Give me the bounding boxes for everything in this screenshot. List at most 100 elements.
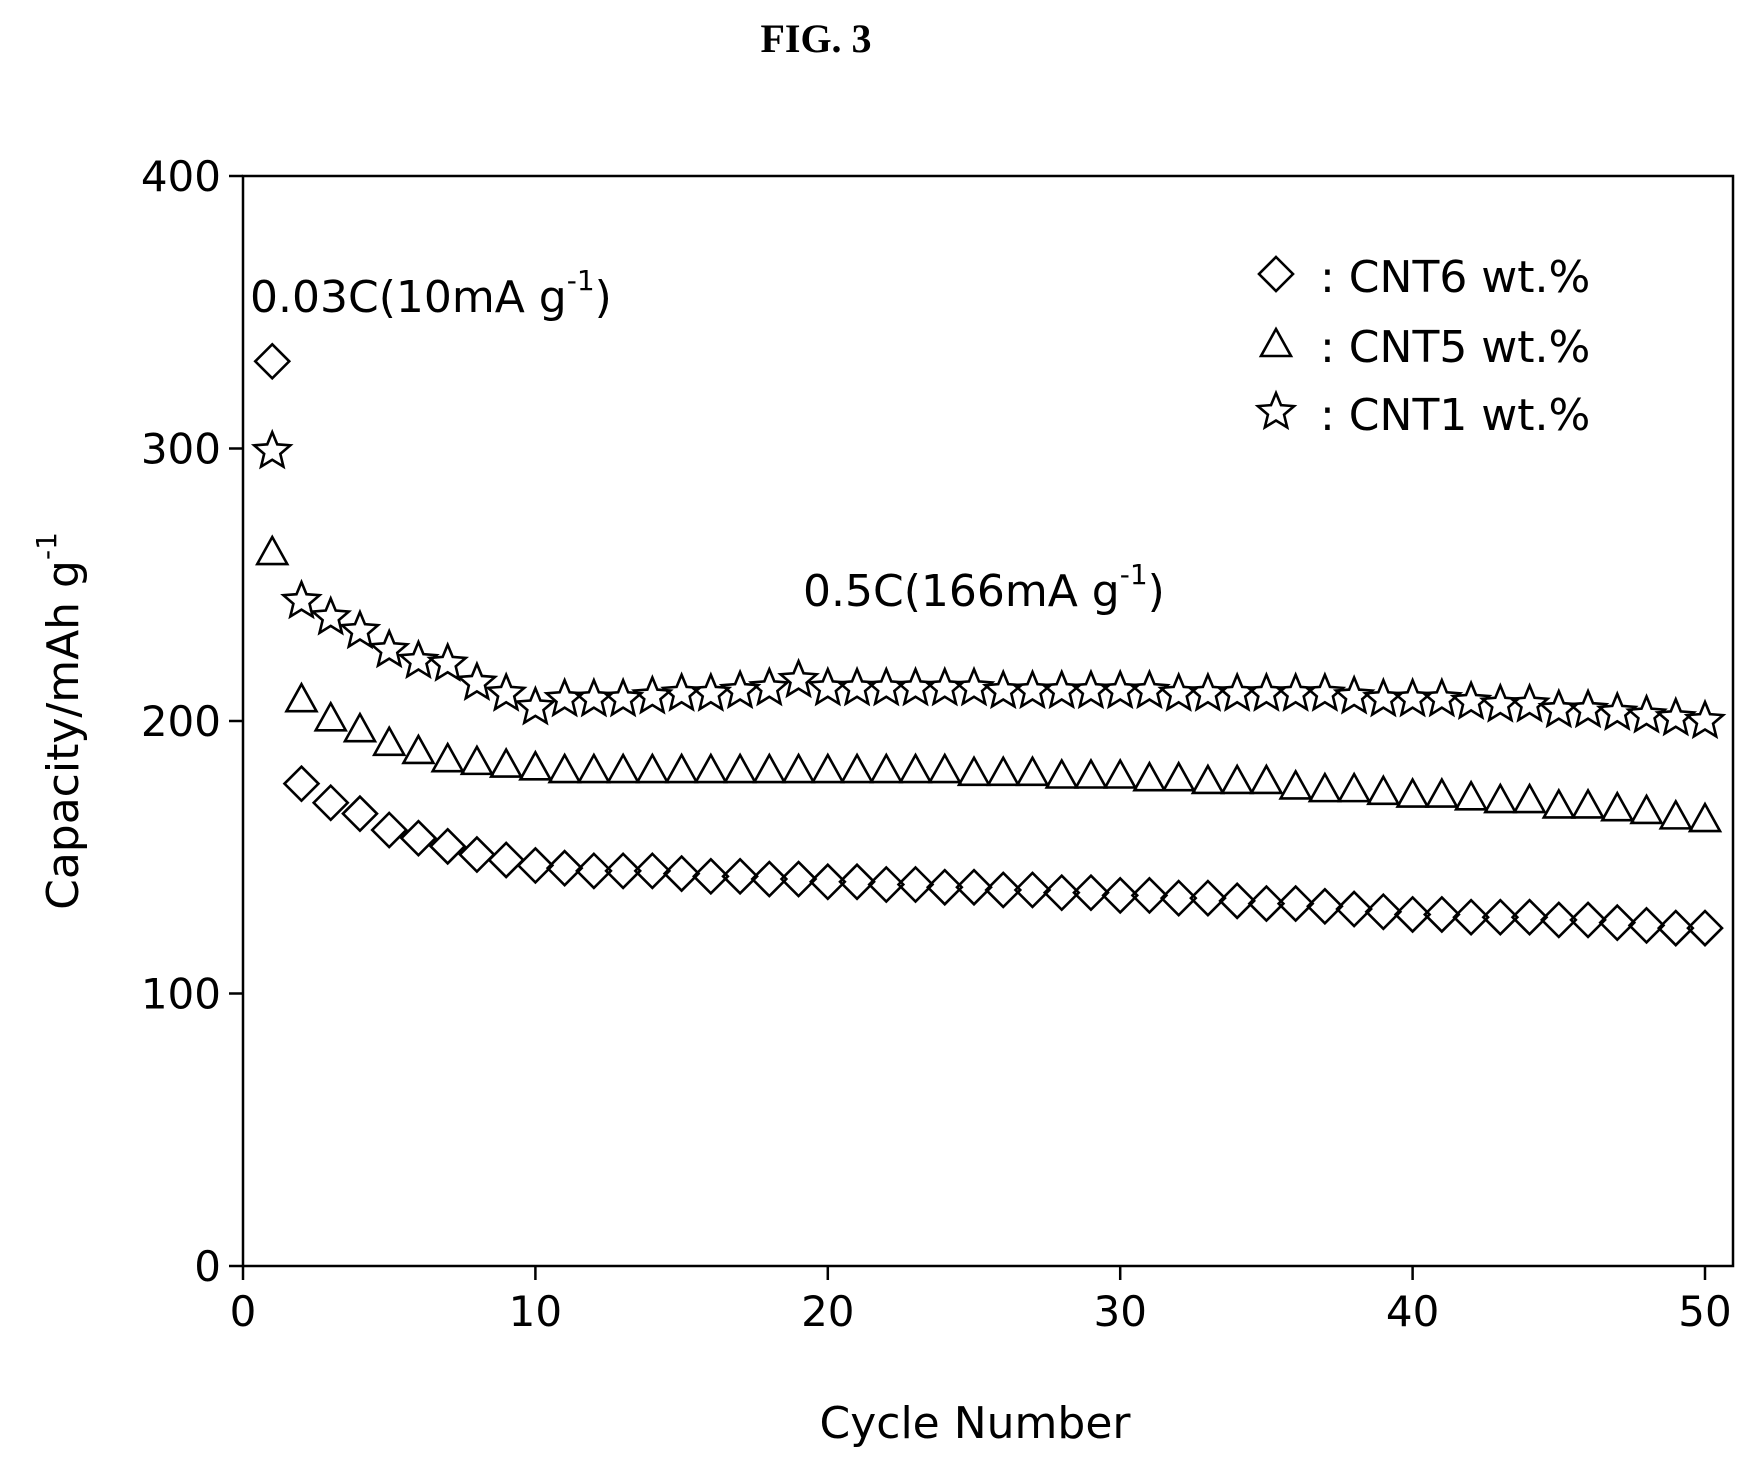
data-point-star (1449, 679, 1493, 721)
legend: : CNT6 wt.% : CNT5 wt.% : CNT1 wt.% (1254, 252, 1590, 441)
svg-text:Capacity/mAh g-1: Capacity/mAh g-1 (30, 532, 89, 910)
data-point-triangle (1249, 763, 1284, 795)
data-point-star (455, 660, 499, 701)
data-point-diamond (604, 852, 642, 890)
data-point-triangle (1629, 793, 1664, 825)
data-point-star (689, 671, 733, 712)
data-point-star (1595, 690, 1639, 731)
data-point-star (426, 641, 469, 682)
data-point-star (1157, 671, 1200, 712)
data-point-triangle (547, 752, 582, 784)
data-point-diamond (458, 835, 496, 874)
y-tick-label: 300 (141, 425, 221, 474)
data-point-star (1274, 671, 1317, 712)
data-point-diamond (1042, 873, 1081, 912)
data-point-diamond (1393, 895, 1432, 934)
data-point-triangle (693, 752, 729, 784)
data-point-star (718, 668, 762, 710)
data-point-triangle (284, 681, 319, 713)
data-point-star (894, 665, 937, 707)
legend-star-icon (1254, 389, 1298, 431)
data-point-star (1654, 695, 1698, 737)
data-point-triangle (1512, 782, 1547, 814)
data-point-diamond (1218, 882, 1256, 920)
data-point-star (748, 665, 791, 707)
data-point-triangle (1366, 774, 1401, 806)
annotations: 0.03C(10mA g-1) 0.5C(166mA g-1) (250, 264, 1165, 617)
data-point-triangle (635, 752, 670, 784)
series-diamond (253, 342, 1724, 947)
data-point-star (1303, 671, 1347, 712)
data-point-diamond (399, 819, 438, 858)
y-axis-label: Capacity/mAh g (38, 560, 89, 910)
legend-marker-star (1254, 389, 1298, 431)
legend-item-cnt5: : CNT5 wt.% (1258, 322, 1590, 373)
x-tick-label: 50 (1678, 1287, 1731, 1336)
data-point-triangle (255, 534, 290, 566)
data-point-diamond (1656, 909, 1695, 947)
data-point-diamond (487, 841, 525, 879)
data-point-diamond (1072, 873, 1110, 912)
data-point-diamond (1627, 906, 1666, 945)
y-tick-label: 200 (141, 697, 221, 746)
axis-tick-labels: 0 10 20 30 40 50 0 100 200 300 400 (141, 152, 1732, 1336)
data-point-star (1128, 668, 1171, 710)
data-point-star (1069, 668, 1113, 710)
data-point-triangle (1278, 768, 1313, 800)
data-point-triangle (1600, 790, 1635, 822)
data-point-diamond (428, 827, 467, 866)
data-point-triangle (1336, 771, 1372, 803)
x-tick-label: 0 (230, 1287, 257, 1336)
data-point-star (1508, 682, 1551, 723)
data-point-triangle (1307, 771, 1343, 803)
data-point-star (952, 665, 996, 707)
legend-item-cnt1: : CNT1 wt.% (1254, 389, 1590, 441)
data-point-diamond (1598, 903, 1637, 942)
y-axis-label-group: Capacity/mAh g-1 (30, 532, 89, 910)
data-point-triangle (518, 749, 553, 781)
legend-marker-triangle (1258, 326, 1294, 358)
axis-ticks (229, 174, 1707, 1280)
data-point-diamond (1364, 892, 1403, 931)
legend-label-cnt6: : CNT6 wt.% (1320, 252, 1590, 303)
data-point-diamond (955, 868, 993, 907)
data-point-triangle (898, 752, 933, 784)
data-point-star (1040, 668, 1084, 710)
data-point-diamond (1510, 898, 1549, 937)
data-point-diamond (516, 846, 555, 885)
data-point-diamond (896, 865, 935, 904)
data-point-star (250, 428, 294, 470)
data-point-star (660, 671, 703, 712)
data-point-diamond (984, 871, 1023, 909)
data-point-diamond (1247, 884, 1286, 923)
legend-label-cnt5: : CNT5 wt.% (1320, 322, 1590, 373)
data-point-triangle (1658, 798, 1693, 830)
data-point-diamond (575, 852, 613, 890)
data-point-star (601, 676, 645, 718)
data-point-triangle (1483, 782, 1518, 814)
data-point-star (1011, 668, 1054, 710)
y-axis-label-exponent: -1 (30, 532, 63, 560)
data-point-triangle (576, 752, 612, 784)
data-point-star (1683, 698, 1727, 740)
data-point-star (1420, 676, 1464, 718)
data-point-diamond (1481, 898, 1520, 937)
data-point-star (397, 638, 440, 680)
data-point-star (981, 668, 1025, 710)
data-point-diamond (1335, 890, 1373, 928)
data-point-triangle (342, 711, 378, 743)
data-point-diamond (1686, 909, 1724, 947)
data-point-star (835, 665, 879, 707)
data-point-star (864, 665, 908, 707)
data-point-diamond (1130, 876, 1169, 915)
data-point-diamond (1013, 871, 1052, 909)
x-axis-label: Cycle Number (820, 1398, 1132, 1449)
annotation-initial-rate: 0.03C(10mA g-1) (250, 264, 612, 323)
data-point-star (338, 608, 382, 650)
data-point-triangle (956, 755, 992, 787)
data-point-triangle (313, 700, 348, 732)
data-point-triangle (1073, 757, 1109, 789)
data-point-diamond (545, 849, 584, 887)
data-point-triangle (1132, 760, 1167, 792)
